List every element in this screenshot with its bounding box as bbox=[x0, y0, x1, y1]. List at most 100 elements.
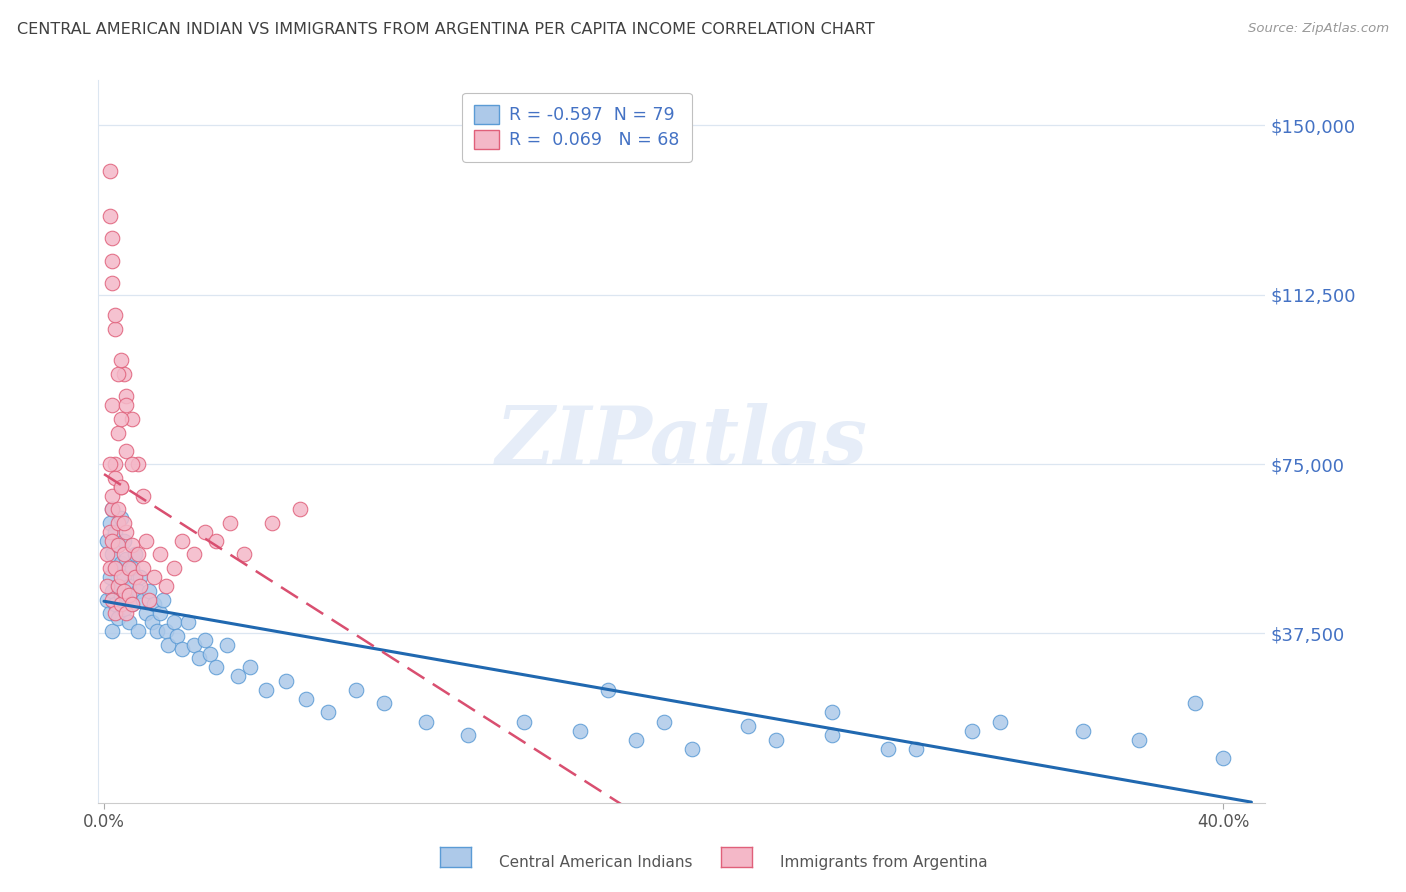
Point bbox=[101, 502, 124, 516]
Point bbox=[104, 457, 127, 471]
Point bbox=[260, 516, 283, 530]
Point bbox=[146, 624, 169, 639]
Point bbox=[288, 502, 311, 516]
Point bbox=[115, 588, 138, 602]
Point bbox=[127, 548, 149, 562]
Point bbox=[104, 470, 127, 484]
Point bbox=[104, 524, 127, 539]
Point bbox=[118, 561, 141, 575]
Point bbox=[163, 561, 186, 575]
Text: Immigrants from Argentina: Immigrants from Argentina bbox=[780, 855, 988, 870]
Point bbox=[457, 728, 479, 742]
Point bbox=[101, 253, 124, 268]
Point bbox=[107, 367, 129, 381]
Point bbox=[110, 480, 132, 494]
Point bbox=[110, 570, 132, 584]
Point bbox=[143, 570, 166, 584]
Point bbox=[104, 321, 127, 335]
Point bbox=[219, 516, 242, 530]
Point bbox=[118, 588, 141, 602]
Point bbox=[820, 706, 842, 720]
Point bbox=[104, 561, 127, 575]
Point bbox=[129, 579, 152, 593]
Point bbox=[98, 516, 121, 530]
Point bbox=[177, 615, 200, 630]
Point bbox=[765, 732, 787, 747]
Point bbox=[316, 706, 339, 720]
Point bbox=[115, 398, 138, 412]
Text: CENTRAL AMERICAN INDIAN VS IMMIGRANTS FROM ARGENTINA PER CAPITA INCOME CORRELATI: CENTRAL AMERICAN INDIAN VS IMMIGRANTS FR… bbox=[17, 22, 875, 37]
Point bbox=[104, 597, 127, 611]
Point bbox=[960, 723, 983, 738]
Point bbox=[294, 692, 316, 706]
Point bbox=[110, 412, 132, 426]
Point bbox=[205, 660, 228, 674]
Point bbox=[112, 548, 135, 562]
Point bbox=[98, 561, 121, 575]
Point bbox=[98, 163, 121, 178]
Point bbox=[101, 624, 124, 639]
Point bbox=[121, 597, 143, 611]
Point bbox=[101, 231, 124, 245]
Point bbox=[96, 592, 118, 607]
Point bbox=[101, 489, 124, 503]
Point bbox=[149, 548, 172, 562]
Point bbox=[254, 682, 277, 697]
Point bbox=[141, 615, 163, 630]
Point bbox=[163, 615, 186, 630]
Point bbox=[820, 728, 842, 742]
Point bbox=[194, 633, 217, 648]
Point bbox=[149, 606, 172, 620]
Point bbox=[183, 548, 205, 562]
Point bbox=[373, 697, 395, 711]
Point bbox=[121, 538, 143, 552]
Point bbox=[107, 516, 129, 530]
Point bbox=[110, 511, 132, 525]
Point bbox=[652, 714, 675, 729]
Point bbox=[107, 579, 129, 593]
Point bbox=[101, 533, 124, 548]
Point bbox=[217, 638, 239, 652]
Point bbox=[157, 638, 180, 652]
Point bbox=[1128, 732, 1150, 747]
Point bbox=[98, 457, 121, 471]
Point bbox=[115, 552, 138, 566]
Point bbox=[143, 597, 166, 611]
Point bbox=[107, 538, 129, 552]
Point bbox=[135, 533, 157, 548]
Point bbox=[127, 583, 149, 598]
Point bbox=[112, 516, 135, 530]
Point bbox=[96, 533, 118, 548]
Point bbox=[166, 629, 188, 643]
Point bbox=[238, 660, 260, 674]
Point bbox=[152, 592, 174, 607]
Point bbox=[127, 457, 149, 471]
Point bbox=[129, 570, 152, 584]
Point bbox=[183, 638, 205, 652]
Point bbox=[155, 624, 177, 639]
Point bbox=[107, 425, 129, 440]
Point bbox=[737, 719, 759, 733]
Point bbox=[138, 592, 160, 607]
Point bbox=[101, 398, 124, 412]
Point bbox=[127, 624, 149, 639]
Point bbox=[104, 606, 127, 620]
Point bbox=[172, 533, 194, 548]
Point bbox=[112, 601, 135, 615]
Point bbox=[104, 561, 127, 575]
Point bbox=[121, 597, 143, 611]
Point bbox=[96, 548, 118, 562]
Point bbox=[568, 723, 591, 738]
Point bbox=[138, 583, 160, 598]
Point bbox=[135, 606, 157, 620]
Point bbox=[121, 457, 143, 471]
Point bbox=[1073, 723, 1095, 738]
Point bbox=[101, 592, 124, 607]
Point bbox=[98, 570, 121, 584]
Point bbox=[200, 647, 222, 661]
Point bbox=[104, 308, 127, 322]
Point bbox=[115, 389, 138, 403]
Point bbox=[876, 741, 898, 756]
Point bbox=[115, 524, 138, 539]
Point bbox=[132, 592, 155, 607]
